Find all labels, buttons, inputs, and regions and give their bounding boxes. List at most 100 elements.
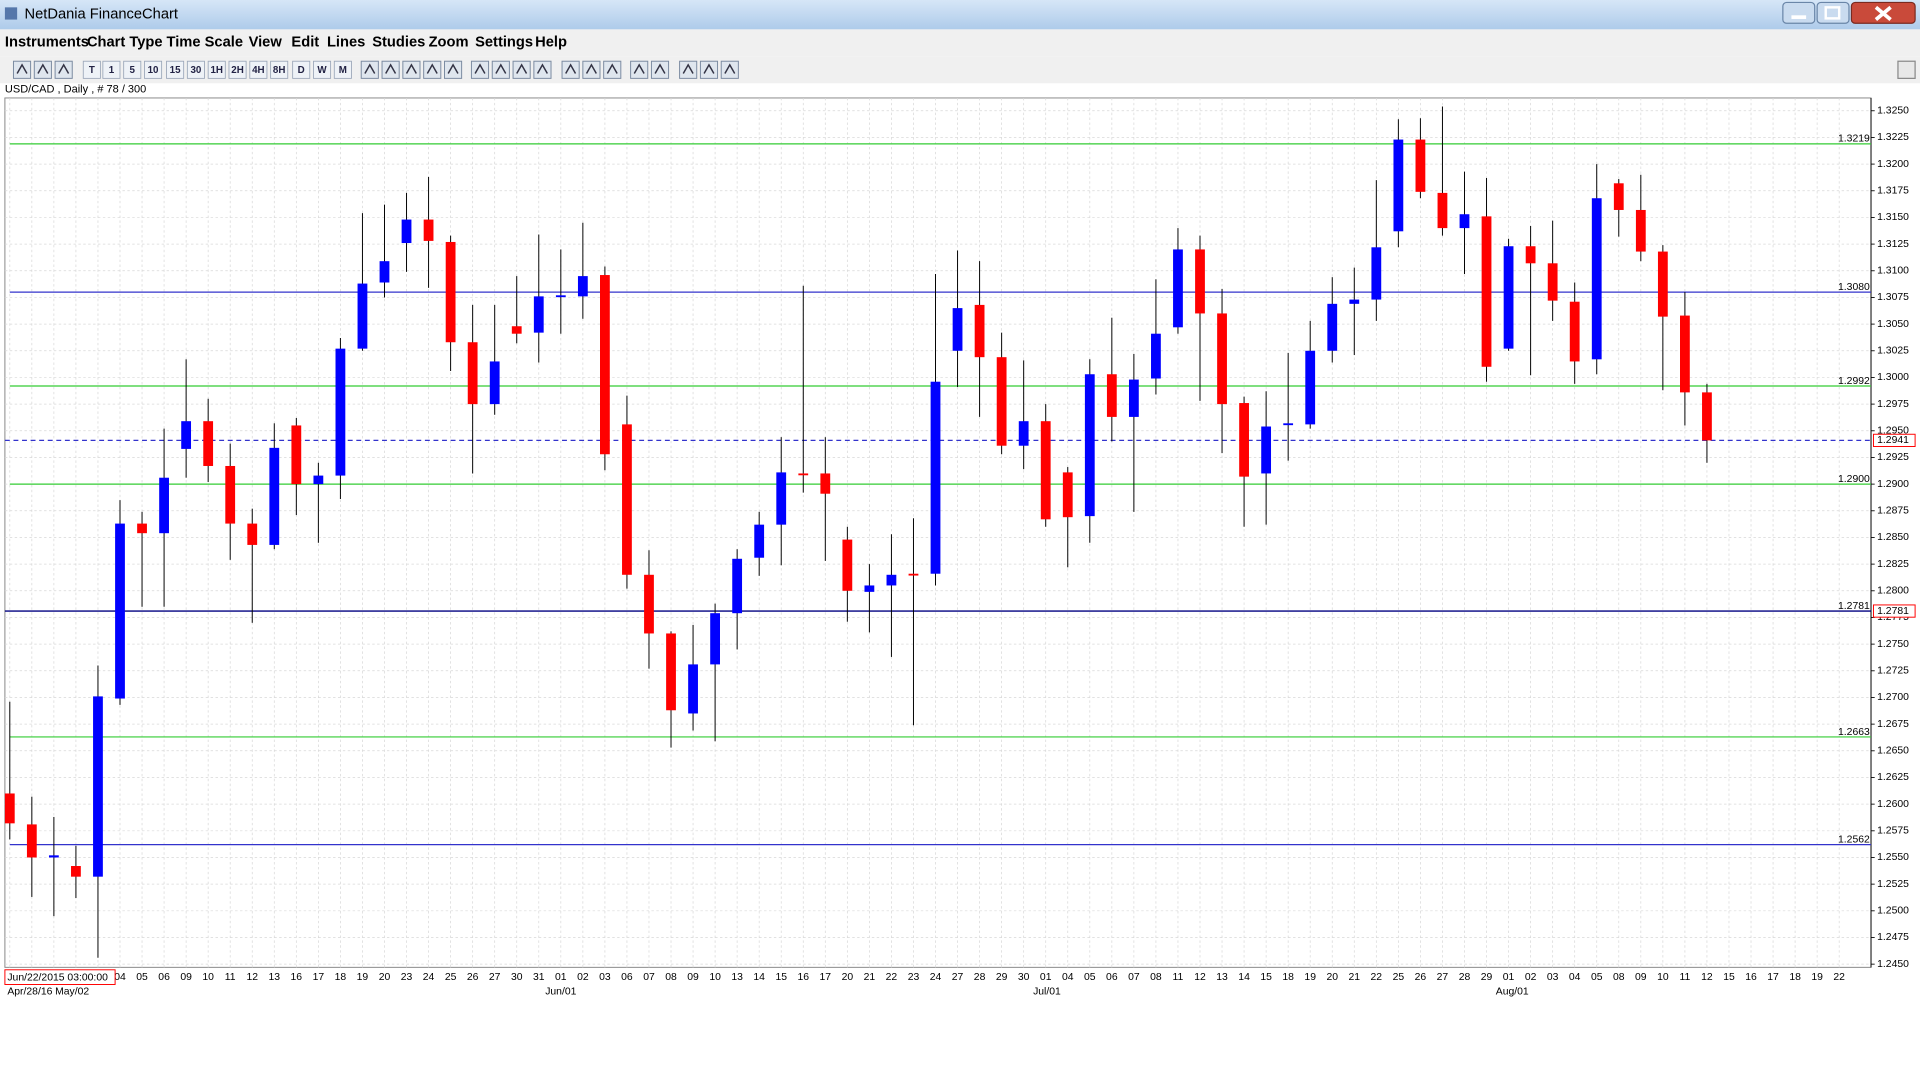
timeframe-button[interactable]: [249, 60, 268, 79]
tool-icon[interactable]: [582, 60, 601, 79]
maximize-button[interactable]: [1816, 1, 1850, 24]
y-tick-label: 1.2875: [1877, 506, 1909, 517]
tool-icon[interactable]: [512, 60, 531, 79]
x-tick-label: 07: [643, 972, 655, 983]
x-tick-label: 23: [908, 972, 920, 983]
y-tick-label: 1.3100: [1877, 266, 1909, 277]
tool-icon[interactable]: [699, 60, 719, 79]
x-tick-label: 05: [1591, 972, 1603, 983]
tool-icon[interactable]: [54, 60, 73, 79]
candle-body: [291, 425, 302, 485]
x-tick-label: 09: [1635, 972, 1647, 983]
candle-body: [1680, 315, 1690, 393]
x-tick-label: 28: [1459, 972, 1471, 983]
menu-item[interactable]: Lines: [327, 35, 365, 51]
panel-button[interactable]: [1897, 60, 1916, 79]
tool-icon[interactable]: [360, 60, 379, 79]
timeframe-button[interactable]: [166, 60, 185, 79]
candle-body: [1657, 251, 1668, 317]
x-tick-label: 10: [709, 972, 721, 983]
candle-body: [1547, 263, 1558, 301]
tool-glyph: [426, 63, 438, 74]
tool-icon[interactable]: [533, 60, 552, 79]
tool-icon[interactable]: [491, 60, 510, 79]
x-tick-label: 15: [1723, 972, 1735, 983]
timeframe-button[interactable]: [292, 60, 311, 79]
tool-glyph: [58, 63, 70, 74]
tool-icon[interactable]: [630, 60, 649, 79]
y-tick-label: 1.2700: [1877, 692, 1909, 703]
timeframe-button[interactable]: [313, 60, 332, 79]
candle-body: [489, 361, 500, 405]
level-label: 1.3080: [1838, 282, 1870, 293]
x-tick-label: 25: [445, 972, 457, 983]
close-icon: [1874, 5, 1892, 22]
tool-icon[interactable]: [603, 60, 622, 79]
x-tick-label: 07: [1128, 972, 1140, 983]
minimize-button[interactable]: [1782, 1, 1816, 24]
menu-item[interactable]: Time Scale: [167, 35, 243, 51]
chart-header: USD/CAD , Daily , # 78 / 300: [5, 83, 146, 95]
menu-item[interactable]: Edit: [291, 35, 319, 51]
timeframe-button[interactable]: [228, 60, 247, 79]
candle-body: [1018, 421, 1029, 446]
y-tick-label: 1.2525: [1877, 879, 1909, 890]
timeframe-button[interactable]: [270, 60, 289, 79]
tool-icon[interactable]: [12, 60, 32, 79]
tool-icon[interactable]: [679, 60, 698, 79]
x-tick-label: 14: [1238, 972, 1250, 983]
cursor-label: Jun/22/2015 03:00:00: [7, 973, 108, 984]
level-label: 1.3219: [1838, 134, 1870, 145]
x-tick-label: 17: [1767, 972, 1779, 983]
candle-body: [930, 381, 941, 574]
timeframe-button[interactable]: [123, 60, 142, 79]
y-tick-label: 1.2800: [1877, 586, 1909, 597]
x-tick-label: 14: [753, 972, 765, 983]
tool-icon[interactable]: [402, 60, 421, 79]
tool-icon[interactable]: [33, 60, 52, 79]
tool-glyph: [565, 63, 577, 74]
menu-item[interactable]: Zoom: [429, 35, 469, 51]
timeframe-button[interactable]: [144, 60, 163, 79]
tool-icon[interactable]: [470, 60, 490, 79]
x-tick-label: 08: [1613, 972, 1625, 983]
menu-item[interactable]: Help: [535, 35, 567, 51]
candle-body: [71, 866, 81, 877]
y-tick-label: 1.3175: [1877, 186, 1909, 197]
candle-body: [577, 276, 588, 297]
menu-item[interactable]: Studies: [372, 35, 425, 51]
candle-body: [467, 342, 478, 405]
timeframe-label: T: [89, 65, 95, 76]
tool-icon[interactable]: [561, 60, 580, 79]
app-icon: [4, 7, 18, 20]
x-tick-label: 13: [1216, 972, 1228, 983]
tool-glyph: [724, 63, 736, 74]
level-label: 1.2663: [1838, 727, 1870, 738]
candle-body: [511, 326, 522, 334]
tool-icon[interactable]: [720, 60, 739, 79]
timeframe-button[interactable]: [102, 60, 121, 79]
candle-body: [1503, 246, 1514, 349]
candle-body: [1437, 192, 1448, 229]
tool-glyph: [474, 63, 486, 74]
tool-icon[interactable]: [650, 60, 670, 79]
x-tick-label: 06: [621, 972, 633, 983]
tool-icon[interactable]: [444, 60, 463, 79]
timeframe-button[interactable]: [207, 60, 226, 79]
menu-item[interactable]: View: [249, 35, 283, 51]
y-tick-label: 1.3125: [1877, 239, 1909, 250]
menu-item[interactable]: Instruments: [5, 35, 89, 51]
tool-icon[interactable]: [423, 60, 442, 79]
timeframe-button[interactable]: [186, 60, 205, 79]
menu-item[interactable]: Chart Type: [87, 35, 163, 51]
window-title: NetDania FinanceChart: [24, 7, 177, 23]
candle-body: [137, 523, 147, 534]
candle-body: [710, 613, 720, 665]
x-tick-label: 27: [952, 972, 964, 983]
tool-icon[interactable]: [381, 60, 400, 79]
candle-body: [1217, 313, 1227, 405]
timeframe-button[interactable]: [333, 60, 352, 79]
menu-item[interactable]: Settings: [475, 35, 533, 51]
timeframe-button[interactable]: [82, 60, 101, 79]
